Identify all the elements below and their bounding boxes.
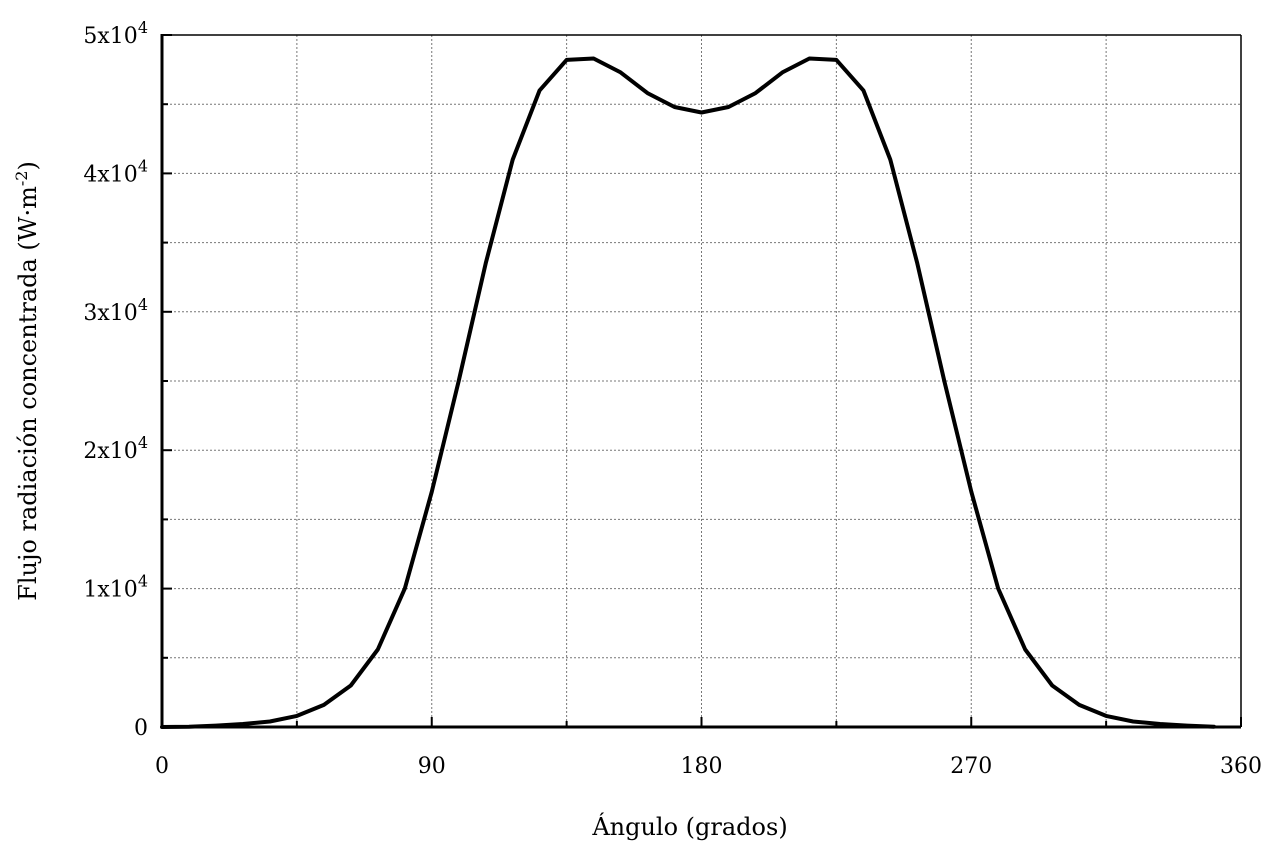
y-tick-label-exponent: 4	[138, 433, 148, 452]
y-axis-label: Flujo radiación concentrada (W·m-2)	[12, 161, 42, 601]
y-tick-label-base: 4x10	[83, 162, 137, 187]
y-tick-label: 3x104	[83, 295, 148, 326]
x-tick-label: 180	[681, 754, 723, 779]
x-axis-label: Ángulo (grados)	[591, 812, 787, 841]
y-tick-label: 2x104	[83, 433, 148, 464]
y-axis-label-exponent: -2	[12, 171, 31, 187]
grid	[162, 35, 1241, 727]
y-tick-label: 0	[134, 716, 148, 741]
y-tick-label-base: 2x10	[83, 439, 137, 464]
y-tick-label-base: 3x10	[83, 301, 137, 326]
y-tick-label-base: 5x10	[83, 24, 137, 49]
series-layer	[160, 56, 1216, 729]
y-tick-label: 4x104	[83, 156, 148, 187]
series-line	[160, 56, 1216, 729]
y-tick-label-base: 0	[134, 716, 148, 741]
x-tick-label: 0	[155, 754, 169, 779]
y-axis-label-suffix: )	[14, 161, 42, 170]
y-tick-label: 1x104	[83, 572, 148, 603]
y-tick-label-exponent: 4	[138, 295, 148, 314]
y-tick-label-exponent: 4	[138, 156, 148, 175]
x-tick-label: 360	[1220, 754, 1262, 779]
y-tick-label-exponent: 4	[138, 18, 148, 37]
x-tick-label: 90	[418, 754, 446, 779]
axis-ticks	[162, 34, 1242, 727]
y-tick-label: 5x104	[83, 18, 148, 49]
y-tick-label-base: 1x10	[83, 578, 137, 603]
x-tick-label: 270	[950, 754, 992, 779]
y-tick-label-exponent: 4	[138, 572, 148, 591]
x-tick-labels: 0 90 180 270 360	[155, 754, 1262, 779]
